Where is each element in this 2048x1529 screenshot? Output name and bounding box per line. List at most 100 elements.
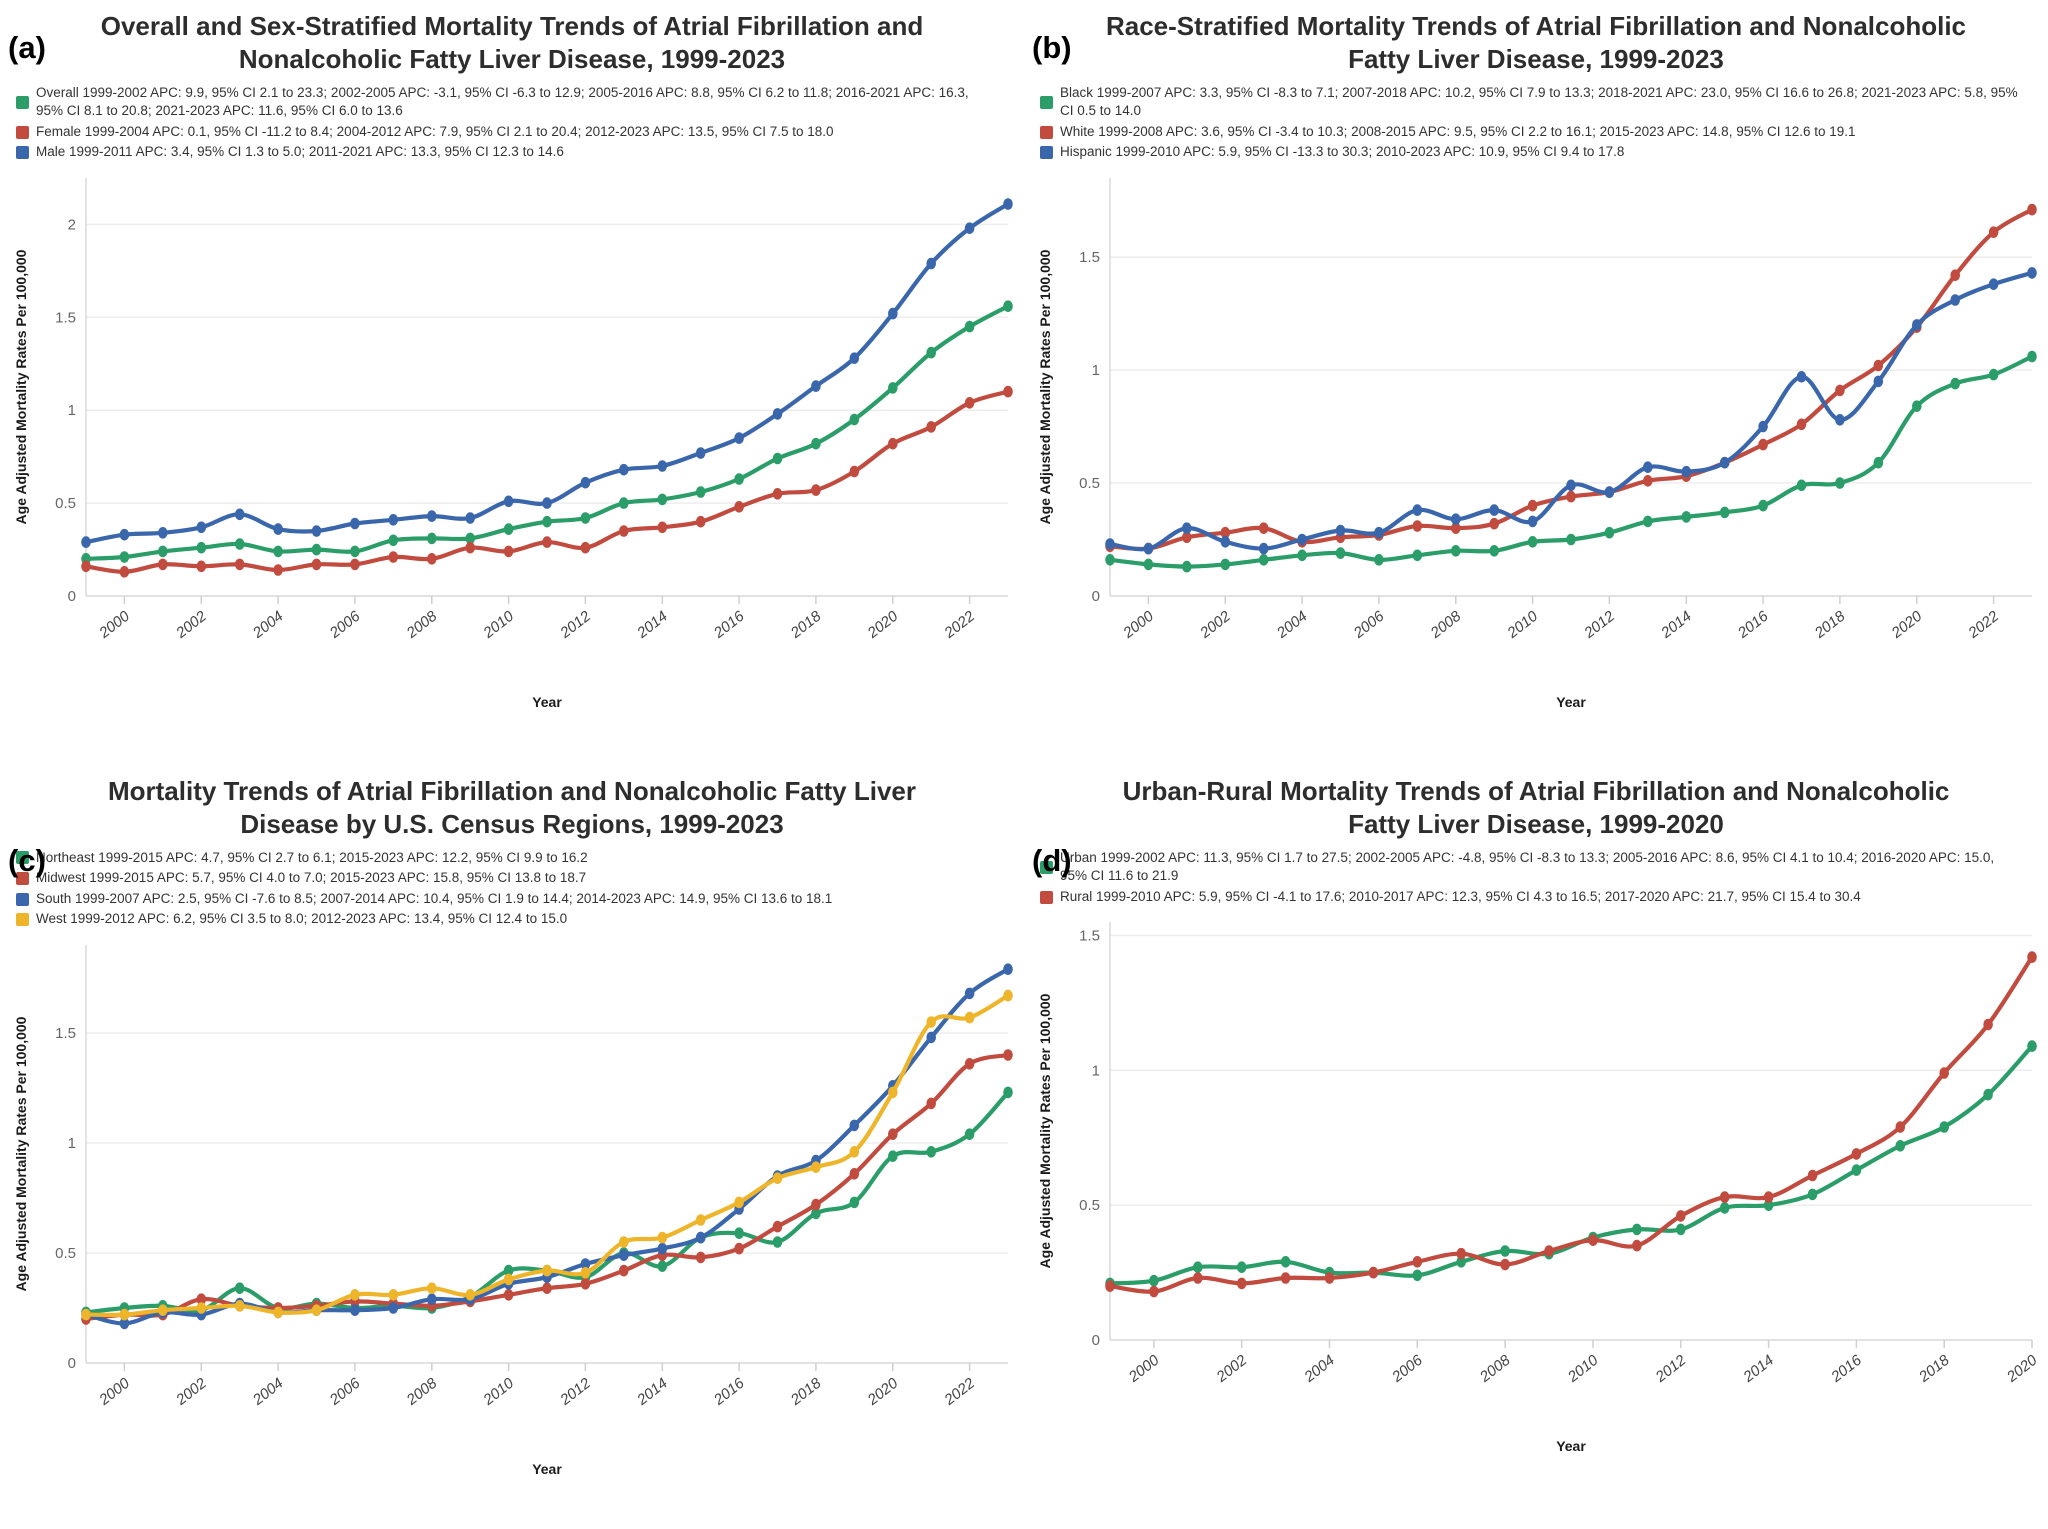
data-point-white	[1950, 269, 1960, 282]
panel-letter-c: (c)	[8, 843, 46, 878]
data-point-hispanic	[1297, 533, 1307, 546]
data-point-west	[388, 1289, 399, 1301]
x-tick-label: 2002	[172, 607, 210, 642]
data-point-black	[1105, 554, 1115, 566]
data-point-overall	[619, 497, 629, 509]
data-point-black	[1912, 400, 1922, 413]
x-tick-label: 2002	[1213, 1352, 1251, 1387]
x-tick-label: 2000	[1125, 1352, 1163, 1387]
panel-title-c: Mortality Trends of Atrial Fibrillation …	[107, 776, 917, 840]
data-point-black	[1143, 558, 1154, 571]
data-point-west	[273, 1306, 283, 1319]
data-point-black	[1335, 547, 1346, 559]
data-point-hispanic	[1912, 319, 1922, 331]
data-point-overall	[503, 523, 514, 535]
data-point-northeast	[888, 1150, 898, 1163]
data-point-male	[811, 380, 821, 392]
legend-b: Black 1999-2007 APC: 3.3, 95% CI -8.3 to…	[1040, 84, 2022, 163]
data-point-urban	[1236, 1261, 1247, 1274]
x-tick-label: 2020	[864, 607, 902, 642]
y-tick-label: 2	[68, 216, 76, 233]
data-point-black	[1719, 506, 1730, 519]
data-point-south	[926, 1031, 936, 1044]
data-point-west	[1003, 989, 1013, 1002]
data-point-northeast	[503, 1264, 514, 1277]
data-point-overall	[311, 543, 322, 556]
data-point-midwest	[734, 1242, 744, 1255]
x-tick-label: 2014	[633, 608, 671, 643]
data-point-rural	[1500, 1259, 1510, 1271]
series-line-male	[83, 201, 1011, 545]
data-point-female	[695, 515, 706, 528]
data-point-female	[657, 521, 668, 534]
data-point-rural	[1149, 1286, 1159, 1298]
data-point-northeast	[811, 1207, 821, 1220]
data-point-black	[1182, 560, 1192, 573]
data-point-female	[580, 541, 591, 554]
data-point-midwest	[580, 1278, 591, 1290]
data-point-west	[811, 1161, 821, 1174]
data-point-south	[619, 1249, 629, 1262]
y-tick-label: 0	[1092, 588, 1100, 605]
data-point-west	[158, 1304, 168, 1317]
data-point-west	[465, 1289, 476, 1301]
legend-label: White 1999-2008 APC: 3.6, 95% CI -3.4 to…	[1060, 123, 1856, 139]
data-point-rural	[1676, 1210, 1686, 1223]
x-tick-label: 2008	[1427, 607, 1465, 642]
data-point-male	[542, 497, 552, 509]
data-point-urban	[1807, 1189, 1818, 1201]
data-point-rural	[1412, 1256, 1423, 1269]
data-point-black	[1604, 526, 1615, 539]
data-point-rural	[1544, 1245, 1554, 1258]
data-point-female	[849, 465, 860, 478]
x-tick-label: 2016	[1827, 1352, 1865, 1387]
y-tick-label: 1.5	[55, 1025, 76, 1042]
x-tick-label: 2014	[1657, 608, 1695, 643]
data-point-overall	[196, 541, 207, 554]
x-tick-label: 2008	[403, 1374, 441, 1409]
data-point-northeast	[964, 1128, 975, 1141]
data-point-black	[1758, 499, 1768, 512]
data-point-female	[619, 525, 629, 537]
data-point-northeast	[772, 1236, 783, 1248]
data-point-white	[1182, 531, 1192, 544]
data-point-hispanic	[1758, 420, 1768, 433]
data-point-rural	[1280, 1272, 1291, 1285]
x-tick-label: 2004	[1273, 608, 1311, 643]
data-point-female	[388, 551, 399, 563]
y-tick-label: 0.5	[55, 1245, 76, 1262]
legend-item: Midwest 1999-2015 APC: 5.7, 95% CI 4.0 t…	[16, 869, 998, 888]
data-point-rural	[1368, 1267, 1379, 1279]
data-point-black	[1681, 511, 1692, 523]
panel-a: (a) Overall and Sex-Stratified Mortality…	[0, 0, 1024, 765]
y-tick-label: 0.5	[55, 495, 76, 512]
data-point-black	[1527, 536, 1538, 548]
x-tick-label: 2012	[1652, 1352, 1690, 1387]
legend-swatch-icon	[1040, 125, 1053, 139]
data-point-midwest	[772, 1220, 783, 1233]
data-point-male	[465, 512, 476, 524]
data-point-west	[580, 1267, 591, 1279]
panel-title-a: Overall and Sex-Stratified Mortality Tre…	[100, 11, 924, 75]
data-point-midwest	[888, 1128, 898, 1141]
y-tick-label: 1	[1092, 362, 1100, 379]
data-point-west	[311, 1304, 322, 1317]
data-point-female	[196, 560, 207, 573]
data-point-female	[350, 558, 360, 571]
data-point-urban	[1676, 1224, 1686, 1236]
y-tick-label: 1.5	[55, 309, 76, 326]
data-point-male	[388, 514, 399, 526]
data-point-overall	[465, 532, 476, 545]
x-tick-label: 2006	[1388, 1352, 1426, 1387]
data-point-south	[388, 1302, 399, 1314]
legend-swatch-icon	[1040, 146, 1053, 160]
data-point-hispanic	[1950, 294, 1960, 306]
legend-label: Hispanic 1999-2010 APC: 5.9, 95% CI -13.…	[1060, 144, 1625, 160]
chart-c: 0 0.5 1 1.5 2000 2002 2004 2006 2008 2010 2012 2014…	[13, 945, 1013, 1477]
data-point-hispanic	[1566, 479, 1576, 492]
data-point-west	[542, 1264, 552, 1277]
data-point-urban	[1149, 1275, 1159, 1287]
data-point-black	[1796, 479, 1807, 492]
series-line-hispanic	[1107, 270, 2035, 552]
data-point-male	[964, 222, 975, 235]
